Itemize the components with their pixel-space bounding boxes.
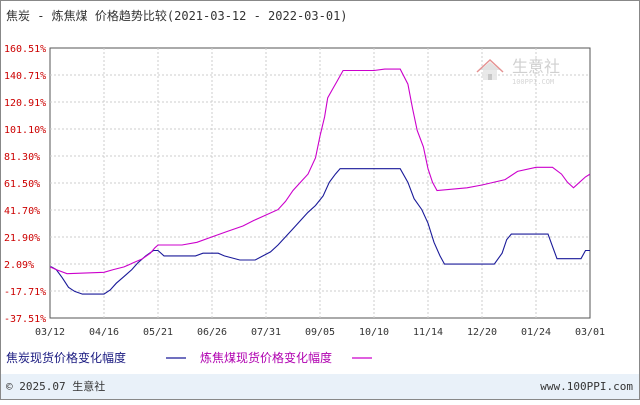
y-tick-label: 120.91% [4, 98, 46, 109]
x-tick-label: 05/21 [143, 327, 173, 338]
watermark-name: 生意社 [512, 57, 560, 76]
y-tick-label: 61.50% [4, 179, 40, 190]
house-roof-icon [480, 62, 500, 70]
x-tick-label: 04/16 [89, 327, 119, 338]
legend-label-coking-coal: 炼焦煤现货价格变化幅度 [200, 350, 332, 365]
y-tick-label: -17.71% [4, 287, 46, 298]
x-tick-label: 12/20 [467, 327, 497, 338]
house-outline-icon [476, 58, 504, 73]
x-tick-label: 03/12 [35, 327, 65, 338]
grid-lines [50, 48, 590, 318]
x-axis-tick-labels: 03/12 04/16 05/21 06/26 07/31 09/05 10/10 11/14… [35, 327, 605, 338]
x-tick-label: 11/14 [413, 327, 443, 338]
y-tick-label: 140.71% [4, 71, 46, 82]
watermark-url: 100PPI.COM [512, 78, 554, 86]
y-axis-tick-labels: 160.51% 140.71% 120.91% 101.10% 81.30% 61.50%… [4, 44, 46, 325]
series-line-coke [50, 168, 590, 295]
x-tick-label: 07/31 [251, 327, 281, 338]
watermark-logo: 生意社 100PPI.COM [476, 57, 560, 86]
x-tick-label: 03/01 [575, 327, 605, 338]
x-tick-label: 06/26 [197, 327, 227, 338]
plot-area: 生意社 100PPI.COM 160.51% 140.71% 120.91% 101.… [4, 44, 605, 338]
y-tick-label: 160.51% [4, 44, 46, 55]
footer-website-link[interactable]: www.100PPI.com [540, 380, 633, 393]
x-tick-label: 01/24 [521, 327, 551, 338]
footer-background [1, 374, 639, 399]
y-tick-label: 21.90% [4, 233, 40, 244]
y-tick-label: 101.10% [4, 125, 46, 136]
house-door-icon [488, 74, 492, 80]
chart-title: 焦炭 - 炼焦煤 价格趋势比较(2021-03-12 - 2022-03-01) [6, 8, 348, 23]
legend-label-coke: 焦炭现货价格变化幅度 [6, 350, 126, 365]
legend: 焦炭现货价格变化幅度 炼焦煤现货价格变化幅度 [6, 350, 372, 365]
x-tick-label: 09/05 [305, 327, 335, 338]
series-line-coking-coal [49, 68, 591, 275]
footer-copyright: © 2025.07 生意社 [6, 379, 105, 393]
y-tick-label: 41.70% [4, 206, 40, 217]
y-tick-label: 81.30% [4, 152, 40, 163]
series-lines [49, 68, 591, 295]
footer: © 2025.07 生意社 www.100PPI.com [1, 374, 639, 399]
y-tick-label: -37.51% [4, 314, 46, 325]
y-tick-label: 2.09% [4, 260, 34, 271]
x-tick-label: 10/10 [359, 327, 389, 338]
